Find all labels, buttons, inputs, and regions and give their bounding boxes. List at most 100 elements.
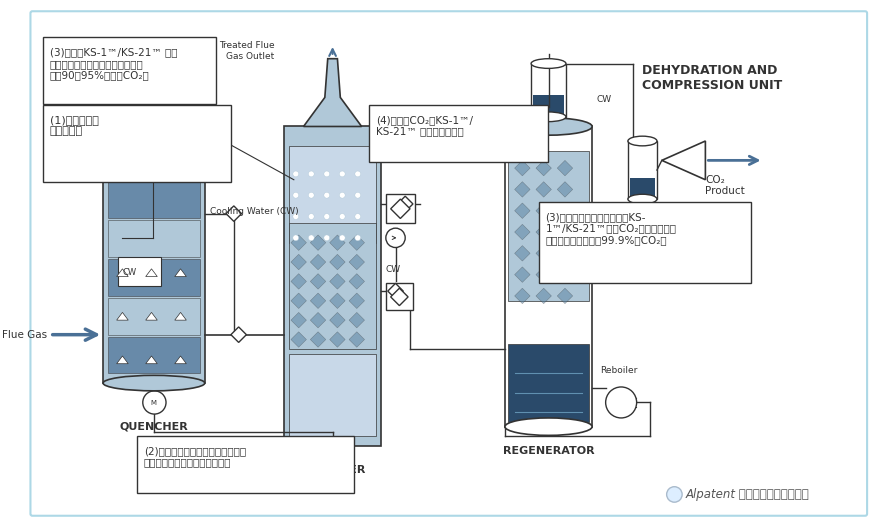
Bar (507, 344, 588, 422)
Ellipse shape (530, 58, 566, 69)
Polygon shape (535, 182, 551, 197)
Ellipse shape (627, 194, 656, 204)
Ellipse shape (103, 375, 204, 391)
Text: Flue Gas: Flue Gas (2, 330, 47, 340)
Polygon shape (329, 293, 345, 308)
Polygon shape (556, 246, 572, 261)
Polygon shape (556, 182, 572, 197)
Bar (108, 259, 200, 296)
Polygon shape (310, 332, 325, 347)
Circle shape (293, 213, 298, 219)
Polygon shape (290, 235, 306, 250)
Text: REGENERATOR: REGENERATOR (502, 446, 594, 456)
Polygon shape (226, 206, 242, 221)
Circle shape (355, 213, 361, 219)
Circle shape (323, 235, 329, 241)
Polygon shape (348, 313, 364, 328)
Text: DEHYDRATION AND
COMPRESSION UNIT: DEHYDRATION AND COMPRESSION UNIT (641, 64, 782, 92)
Text: M: M (150, 401, 156, 406)
Bar (533, 95, 563, 115)
Polygon shape (535, 267, 551, 282)
Circle shape (385, 228, 405, 248)
Bar (117, 257, 161, 286)
Circle shape (339, 235, 345, 241)
Polygon shape (310, 313, 325, 328)
Polygon shape (290, 332, 306, 347)
Text: ABSORBER: ABSORBER (299, 465, 366, 475)
Polygon shape (310, 293, 325, 308)
Polygon shape (329, 313, 345, 328)
Bar (507, 151, 588, 301)
Polygon shape (348, 293, 364, 308)
Bar (108, 298, 200, 335)
Polygon shape (290, 313, 306, 328)
Polygon shape (556, 288, 572, 304)
Polygon shape (310, 235, 325, 250)
Ellipse shape (103, 129, 204, 144)
Text: CW: CW (123, 268, 136, 277)
Circle shape (605, 387, 636, 418)
Circle shape (293, 192, 298, 198)
Ellipse shape (530, 112, 566, 122)
Bar (108, 220, 200, 257)
Bar (284, 126, 381, 446)
Polygon shape (535, 246, 551, 261)
Polygon shape (388, 284, 403, 299)
Text: (3)吸收液KS-1™/KS-21™ 从填
充材料的上部分喷洒下来，回收废
气中90～95%以上的CO₂。: (3)吸收液KS-1™/KS-21™ 从填 充材料的上部分喷洒下来，回收废 气中… (50, 47, 177, 80)
FancyBboxPatch shape (30, 11, 866, 516)
Polygon shape (514, 160, 529, 176)
Circle shape (308, 192, 314, 198)
Polygon shape (329, 274, 345, 289)
Polygon shape (390, 288, 408, 306)
Polygon shape (535, 203, 551, 219)
Text: CW: CW (385, 265, 401, 274)
Circle shape (339, 192, 345, 198)
Polygon shape (175, 269, 186, 277)
Polygon shape (514, 267, 529, 282)
Polygon shape (556, 160, 572, 176)
Circle shape (293, 171, 298, 177)
Polygon shape (116, 269, 128, 277)
Bar (629, 178, 654, 197)
Polygon shape (535, 160, 551, 176)
Bar (530, 64, 566, 117)
Polygon shape (310, 274, 325, 289)
Text: (3)在再生塔中，回收溶解在KS-
1™/KS-21™内的CO₂。从再生塔的
塔顶可以得到纯度为99.9%的CO₂。: (3)在再生塔中，回收溶解在KS- 1™/KS-21™内的CO₂。从再生塔的 塔… (545, 212, 676, 245)
Circle shape (293, 235, 298, 241)
Polygon shape (514, 225, 529, 240)
Polygon shape (290, 255, 306, 270)
Circle shape (339, 171, 345, 177)
Text: QUENCHER: QUENCHER (119, 422, 188, 432)
Polygon shape (556, 267, 572, 282)
Polygon shape (535, 288, 551, 304)
Circle shape (308, 235, 314, 241)
Polygon shape (145, 269, 157, 277)
Text: Alpatent 前沿研发信息介绍平台: Alpatent 前沿研发信息介绍平台 (686, 488, 809, 501)
Polygon shape (397, 196, 413, 212)
Ellipse shape (504, 418, 592, 435)
Polygon shape (348, 255, 364, 270)
Bar (504, 126, 592, 427)
Polygon shape (116, 356, 128, 364)
Circle shape (666, 487, 681, 502)
Bar (627, 141, 656, 199)
Polygon shape (514, 203, 529, 219)
Circle shape (355, 192, 361, 198)
FancyBboxPatch shape (43, 105, 230, 182)
Polygon shape (145, 356, 157, 364)
FancyBboxPatch shape (369, 105, 547, 162)
Circle shape (323, 213, 329, 219)
Ellipse shape (627, 136, 656, 146)
Bar (289, 146, 375, 242)
Circle shape (323, 192, 329, 198)
Text: Cooling Water (CW): Cooling Water (CW) (209, 207, 298, 216)
Text: CW: CW (596, 95, 612, 104)
Ellipse shape (504, 118, 592, 135)
Bar (289, 354, 375, 436)
Polygon shape (556, 203, 572, 219)
Polygon shape (145, 313, 157, 320)
Text: Treated Flue
Gas Outlet: Treated Flue Gas Outlet (219, 41, 274, 61)
Polygon shape (290, 293, 306, 308)
Circle shape (143, 391, 166, 414)
FancyBboxPatch shape (538, 202, 750, 284)
